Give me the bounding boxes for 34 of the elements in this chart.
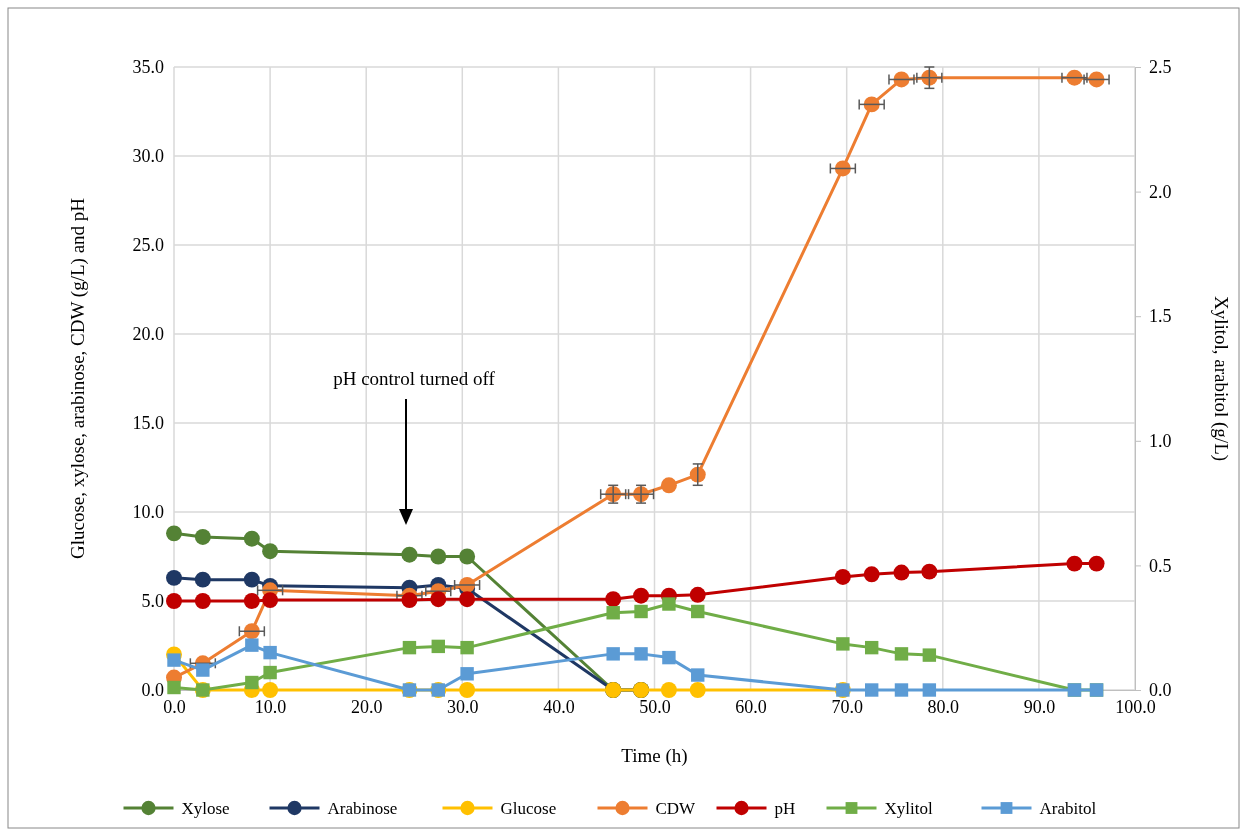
x-tick-label: 50.0 bbox=[639, 696, 671, 717]
legend-label: Arabitol bbox=[1039, 799, 1097, 818]
y2-tick-label: 1.0 bbox=[1149, 431, 1172, 452]
x-tick-label: 10.0 bbox=[254, 696, 287, 717]
legend-label: Glucose bbox=[500, 799, 557, 818]
y-axis-title: Glucose, xylose, arabinose, CDW (g/L) and pH bbox=[67, 197, 89, 560]
y-tick-label: 0.0 bbox=[141, 680, 164, 701]
x-axis-title: Time (h) bbox=[621, 745, 688, 767]
y-tick-label: 20.0 bbox=[132, 324, 164, 345]
y-tick-label: 35.0 bbox=[132, 57, 164, 78]
y2-axis-title: Xylitol, arabitol (g/L) bbox=[1210, 295, 1232, 462]
legend-label: Xylose bbox=[181, 799, 230, 818]
legend-label: Arabinose bbox=[327, 799, 398, 818]
y2-tick-label: 0.5 bbox=[1149, 555, 1172, 576]
y2-tick-label: 2.5 bbox=[1149, 57, 1172, 78]
y-tick-label: 30.0 bbox=[132, 146, 164, 167]
y-tick-label: 5.0 bbox=[141, 591, 164, 612]
x-tick-label: 90.0 bbox=[1023, 696, 1056, 717]
y2-tick-label: 2.0 bbox=[1149, 181, 1172, 202]
x-tick-label: 70.0 bbox=[831, 696, 863, 717]
legend-label: Xylitol bbox=[884, 799, 933, 818]
x-tick-label: 40.0 bbox=[543, 696, 575, 717]
y-tick-label: 10.0 bbox=[132, 502, 164, 523]
x-tick-label: 30.0 bbox=[447, 696, 479, 717]
x-tick-label: 60.0 bbox=[735, 696, 767, 717]
x-tick-label: 80.0 bbox=[927, 696, 960, 717]
x-tick-label: 0.0 bbox=[163, 696, 186, 717]
legend-label: pH bbox=[774, 799, 796, 818]
annotation: pH control turned off bbox=[333, 368, 496, 389]
legend-label: CDW bbox=[655, 799, 697, 818]
y-tick-label: 25.0 bbox=[132, 235, 164, 256]
y2-tick-label: 1.5 bbox=[1149, 306, 1172, 327]
x-tick-label: 20.0 bbox=[350, 696, 383, 717]
y-tick-label: 15.0 bbox=[132, 413, 164, 434]
